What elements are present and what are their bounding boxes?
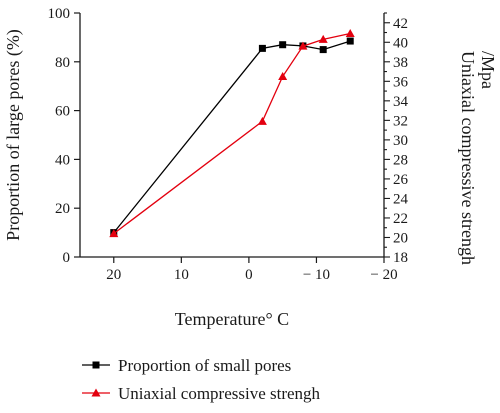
right-y-tick-label: 28 [393,152,408,168]
left-y-tick-label: 60 [55,104,70,120]
left-y-tick-label: 20 [55,201,70,217]
data-point-compressive-strength [109,229,119,238]
x-axis-ticks: 20 10 0 − 10 − 20 [106,257,398,283]
x-tick-label: − 10 [303,267,330,283]
data-point-small-pores [258,44,266,52]
legend-marker-square [92,361,100,369]
right-y-axis-title-line1: Uniaxial compressive strengh [458,51,478,265]
right-y-tick-label: 20 [393,230,408,246]
x-axis-title: Temperature° C [175,309,289,329]
data-point-compressive-strength [278,71,288,80]
right-y-tick-label: 22 [393,211,408,227]
right-y-tick-label: 32 [393,113,408,129]
data-point-small-pores [279,41,287,49]
right-y-tick-label: 34 [393,94,409,110]
data-point-compressive-strength [345,28,355,37]
data-point-compressive-strength [257,116,267,125]
data-point-compressive-strength [318,34,328,43]
x-tick-label: 10 [174,267,189,283]
left-y-tick-label: 80 [55,55,70,71]
right-y-tick-label: 36 [393,74,409,90]
left-y-tick-label: 100 [48,6,71,22]
series-line-small-pores [113,40,351,234]
left-y-axis-title: Proportion of large pores (%) [3,29,24,241]
left-y-axis-ticks: 0 20 40 60 80 100 [48,6,80,266]
legend: Proportion of small pores Uniaxial compr… [82,356,321,403]
series-layer [109,28,355,238]
left-y-tick-label: 0 [63,250,71,266]
left-y-tick-label: 40 [55,152,70,168]
right-y-tick-label: 40 [393,35,408,51]
x-tick-label: 0 [245,267,253,283]
right-y-tick-label: 24 [393,191,409,207]
right-y-tick-label: 38 [393,55,408,71]
x-tick-label: − 20 [370,267,397,283]
right-y-tick-label: 18 [393,250,408,266]
data-point-small-pores [319,46,327,54]
data-point-small-pores [346,37,354,45]
right-y-tick-label: 42 [393,16,408,32]
right-y-axis-ticks: 18 20 22 24 26 28 30 32 34 36 38 40 42 [384,12,409,266]
legend-marker-triangle [91,388,101,397]
data-point-compressive-strength [298,41,308,50]
legend-label-small-pores: Proportion of small pores [118,356,291,375]
right-y-axis-title-line2: /Mpa [478,51,498,89]
right-y-tick-label: 26 [393,172,409,188]
legend-label-compressive-strength: Uniaxial compressive strengh [118,384,321,403]
x-tick-label: 20 [106,267,121,283]
right-y-tick-label: 30 [393,133,408,149]
series-line-compressive-strength [113,32,351,235]
